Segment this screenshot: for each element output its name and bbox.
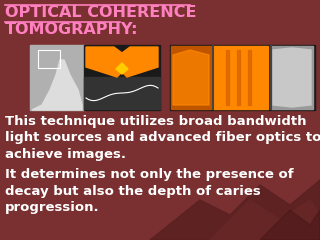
Polygon shape [210, 200, 320, 240]
Text: It determines not only the presence of
decay but also the depth of caries
progre: It determines not only the presence of d… [5, 168, 294, 214]
Bar [84, 45, 160, 110]
Bar [84, 77, 160, 109]
Bar [271, 46, 313, 109]
Polygon shape [273, 48, 311, 107]
Polygon shape [116, 63, 128, 74]
Bar [213, 46, 268, 109]
Polygon shape [86, 47, 158, 77]
Text: OPTICAL COHERENCE: OPTICAL COHERENCE [5, 5, 196, 20]
Bar [170, 45, 315, 110]
Bar [248, 50, 251, 105]
Text: This technique utilizes broad bandwidth
light sources and advanced fiber optics : This technique utilizes broad bandwidth … [5, 115, 320, 161]
Polygon shape [173, 50, 209, 105]
Bar [226, 50, 229, 105]
Text: TOMOGRAPHY:: TOMOGRAPHY: [5, 22, 139, 37]
Polygon shape [150, 180, 320, 240]
Polygon shape [260, 210, 320, 240]
Bar [237, 50, 240, 105]
Polygon shape [32, 60, 82, 110]
Bar [38, 50, 60, 68]
Bar [171, 46, 211, 109]
Bar [30, 45, 84, 110]
